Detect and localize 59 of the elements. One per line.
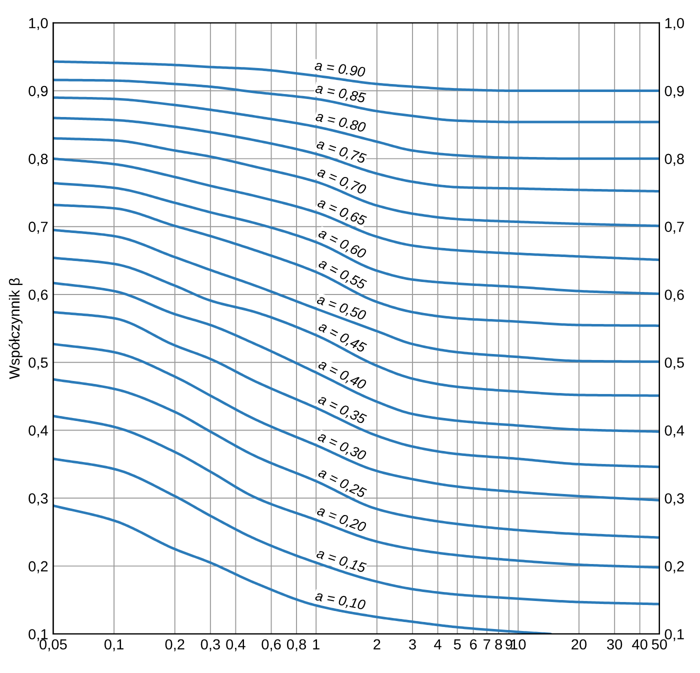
x-tick-label: 10 [511, 639, 526, 650]
text: a = 0,65 [316, 197, 368, 228]
x-tick-label: 1 [313, 639, 320, 650]
x-tick-label: 0,3 [200, 639, 220, 652]
y-tick-label: 0,8 [28, 154, 48, 166]
y2-tick-label: 0,9 [664, 86, 684, 98]
x-tick-label: 0,1 [104, 639, 124, 652]
text: a = 0,55 [317, 258, 368, 292]
y-tick-label: 0,3 [28, 493, 48, 506]
text: a = 0,70 [316, 166, 367, 196]
y-tick-label: 0,9 [28, 86, 48, 98]
y2-tick-label: 0,7 [664, 222, 684, 234]
text: a = 0,35 [316, 394, 368, 426]
x-tick-label: 7 [484, 639, 490, 650]
y-tick-label: 0,5 [28, 357, 48, 370]
text: a = 0,60 [317, 228, 368, 260]
y-tick-label: 0,1 [28, 629, 48, 642]
x-tick-label: 6 [470, 639, 477, 650]
x-tick-label: 5 [454, 639, 461, 650]
text: a = 0.90 [314, 60, 366, 78]
x-tick-label: 2 [374, 639, 380, 650]
x-tick-label: 3 [409, 639, 416, 650]
x-tick-label: 8 [495, 639, 502, 650]
y-tick-label: 0,2 [28, 561, 48, 574]
x-tick-label: 4 [434, 639, 442, 650]
y2-tick-label: 1,0 [665, 18, 684, 30]
y2-tick-label: 0,8 [664, 154, 684, 166]
y2-tick-label: 0,1 [664, 629, 684, 642]
text: a = 0,20 [316, 505, 367, 534]
x-tick-label: 0,05 [40, 639, 67, 652]
x-tick-label: 0,6 [262, 639, 281, 652]
text: a = 0,30 [316, 430, 367, 462]
text: a = 0,15 [315, 548, 367, 575]
y2-tick-label: 0,4 [664, 425, 684, 438]
y-tick-label: 0,7 [28, 222, 48, 234]
x-tick-label: 40 [632, 639, 648, 650]
text: a = 0,85 [314, 82, 366, 105]
text: a = 0,45 [317, 321, 368, 354]
y2-tick-label: 0,5 [664, 357, 684, 370]
text: a = 0,40 [317, 358, 368, 392]
x-tick-label: 30 [607, 639, 622, 650]
y2-tick-label: 0,2 [664, 561, 684, 574]
x-tick-label: 9 [506, 639, 512, 650]
y-tick-label: 0,6 [28, 290, 48, 302]
x-tick-label: 0,4 [226, 639, 246, 652]
y2-tick-label: 0,3 [664, 493, 684, 506]
y-axis-title: Współczynnik β [8, 278, 23, 380]
x-tick-label: 20 [572, 639, 587, 650]
y-tick-label: 1,0 [29, 18, 48, 30]
y2-tick-label: 0,6 [664, 290, 684, 302]
text: a = 0,10 [314, 590, 366, 612]
x-tick-label: 0,2 [165, 639, 184, 652]
x-tick-label: 0,8 [286, 639, 306, 652]
text: a = 0.80 [315, 111, 366, 132]
x-tick-label: 50 [652, 639, 667, 650]
text: a = 0,25 [316, 467, 368, 500]
text: a = 0,75 [316, 138, 367, 166]
y-tick-label: 0,4 [28, 425, 48, 438]
text: a = 0,50 [316, 294, 367, 322]
